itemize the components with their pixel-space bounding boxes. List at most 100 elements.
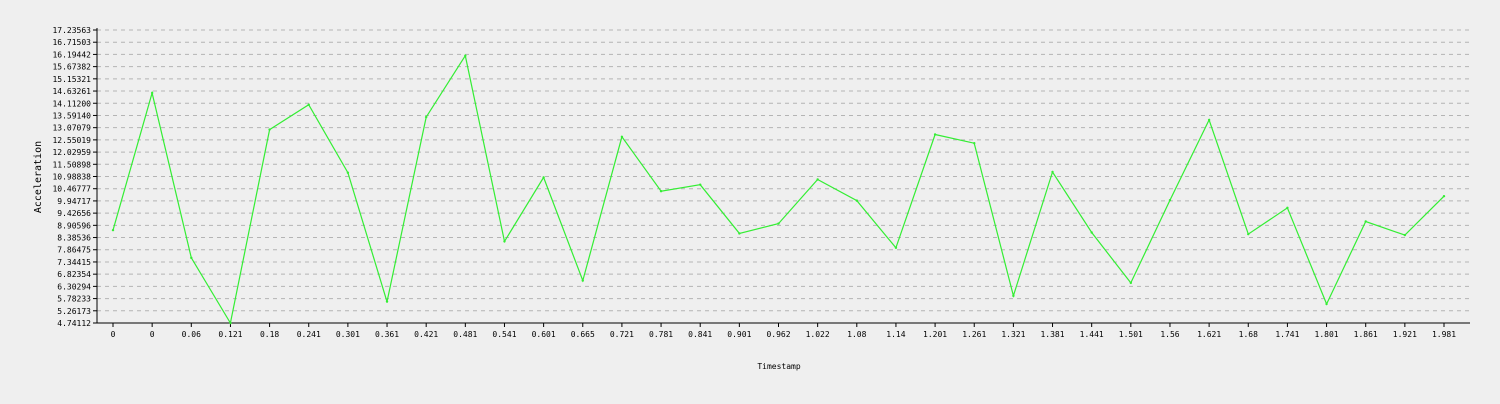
data-point <box>150 91 154 95</box>
y-tick-label: 10.98838 <box>52 172 91 181</box>
y-tick-label: 8.90596 <box>57 221 91 230</box>
x-tick-label: 0.601 <box>532 330 556 339</box>
y-tick-label: 12.55019 <box>52 136 91 145</box>
axes <box>93 28 1470 327</box>
x-tick-label: 1.501 <box>1119 330 1143 339</box>
data-point <box>111 228 115 232</box>
x-tick-label: 0.18 <box>260 330 279 339</box>
data-point <box>464 54 467 57</box>
x-tick-label: 1.441 <box>1080 330 1104 339</box>
data-point <box>855 199 858 202</box>
data-point <box>581 279 584 282</box>
y-tick-label: 10.46777 <box>52 185 91 194</box>
data-point <box>620 135 624 139</box>
x-tick-label: 1.56 <box>1160 330 1179 339</box>
x-tick-label: 0.841 <box>688 330 712 339</box>
y-tick-label: 17.23563 <box>52 26 91 35</box>
y-tick-label: 11.50898 <box>52 160 91 169</box>
y-axis-title: Acceleration <box>33 141 44 213</box>
data-point <box>1168 198 1172 202</box>
data-point <box>933 133 937 136</box>
y-tick-label: 7.86475 <box>57 246 91 255</box>
x-axis-title: Timestamp <box>757 362 801 371</box>
x-tick-label: 0.121 <box>218 330 242 339</box>
x-tick-label: 0.06 <box>182 330 201 339</box>
data-point <box>229 321 232 325</box>
y-tick-label: 9.42656 <box>57 209 91 218</box>
x-tick-label: 0.301 <box>336 330 360 339</box>
data-point <box>894 246 898 249</box>
y-tick-label: 13.59140 <box>52 111 91 120</box>
data-point <box>424 115 428 119</box>
x-tick-label: 0.421 <box>414 330 438 339</box>
data-point <box>346 171 350 174</box>
y-tick-label: 15.15321 <box>52 75 91 84</box>
y-tick-label: 7.34415 <box>57 258 91 267</box>
x-tick-label: 1.14 <box>886 330 905 339</box>
grid-lines <box>97 29 1470 324</box>
data-point <box>1286 206 1289 210</box>
y-tick-label: 5.26173 <box>57 307 91 316</box>
x-tick-label: 0 <box>111 330 116 339</box>
y-tick-label: 12.02959 <box>52 148 91 157</box>
x-tick-label: 0.541 <box>492 330 516 339</box>
data-point <box>1247 232 1250 236</box>
y-tick-label: 13.07079 <box>52 124 91 133</box>
data-point <box>816 178 819 181</box>
x-tick-label: 1.741 <box>1275 330 1299 339</box>
data-point <box>1325 302 1328 306</box>
x-tick-label: 1.08 <box>847 330 866 339</box>
y-tick-label: 6.30294 <box>57 282 91 291</box>
data-point <box>1364 220 1367 223</box>
data-point <box>659 190 663 193</box>
x-tick-label: 0.361 <box>375 330 399 339</box>
x-tick-label: 1.861 <box>1354 330 1378 339</box>
data-point <box>385 300 389 303</box>
y-tick-label: 9.94717 <box>57 197 91 206</box>
x-tick-label: 1.981 <box>1432 330 1456 339</box>
y-tick-label: 14.11200 <box>52 99 91 108</box>
data-point <box>1403 233 1407 237</box>
x-tick-label: 1.801 <box>1315 330 1339 339</box>
x-tick-label: 1.621 <box>1197 330 1221 339</box>
data-point <box>738 232 741 235</box>
data-point <box>542 176 545 179</box>
data-point <box>1090 231 1093 234</box>
x-tick-label: 0.481 <box>453 330 477 339</box>
y-tick-label: 16.71503 <box>52 38 91 47</box>
x-tick-label: 1.381 <box>1040 330 1064 339</box>
x-tick-label: 0.901 <box>727 330 751 339</box>
x-tick-labels: 0 0 0.06 0.121 0.18 0.241 0.301 0.361 0.421 0.481… <box>111 330 1457 339</box>
x-tick-label: 0.241 <box>297 330 321 339</box>
x-tick-label: 0.665 <box>571 330 595 339</box>
x-tick-label: 0 <box>150 330 155 339</box>
data-point <box>973 141 976 145</box>
data-point <box>503 240 506 243</box>
y-tick-label: 6.82354 <box>57 270 91 279</box>
y-tick-label: 15.67382 <box>52 63 91 72</box>
y-tick-labels: 4.74112 5.26173 5.78233 6.30294 6.82354 7.344… <box>52 26 91 328</box>
data-point <box>1442 194 1446 198</box>
data-point <box>1051 170 1054 174</box>
x-tick-label: 1.921 <box>1393 330 1417 339</box>
y-tick-label: 16.19442 <box>52 50 91 59</box>
series-layer <box>111 54 1446 325</box>
data-point <box>777 222 780 225</box>
data-point <box>699 183 702 186</box>
y-tick-label: 14.63261 <box>52 87 91 96</box>
series-line-0 <box>112 54 1445 325</box>
x-tick-label: 0.781 <box>649 330 673 339</box>
x-tick-label: 0.721 <box>610 330 634 339</box>
x-tick-label: 1.261 <box>962 330 986 339</box>
data-point <box>1012 294 1015 298</box>
x-tick-label: 0.962 <box>766 330 790 339</box>
y-tick-label: 5.78233 <box>57 295 91 304</box>
x-tick-label: 1.68 <box>1239 330 1258 339</box>
x-tick-label: 1.321 <box>1001 330 1025 339</box>
data-point <box>1207 118 1211 122</box>
data-point <box>268 128 271 131</box>
data-point <box>307 103 310 106</box>
y-tick-label: 8.38536 <box>57 234 91 243</box>
